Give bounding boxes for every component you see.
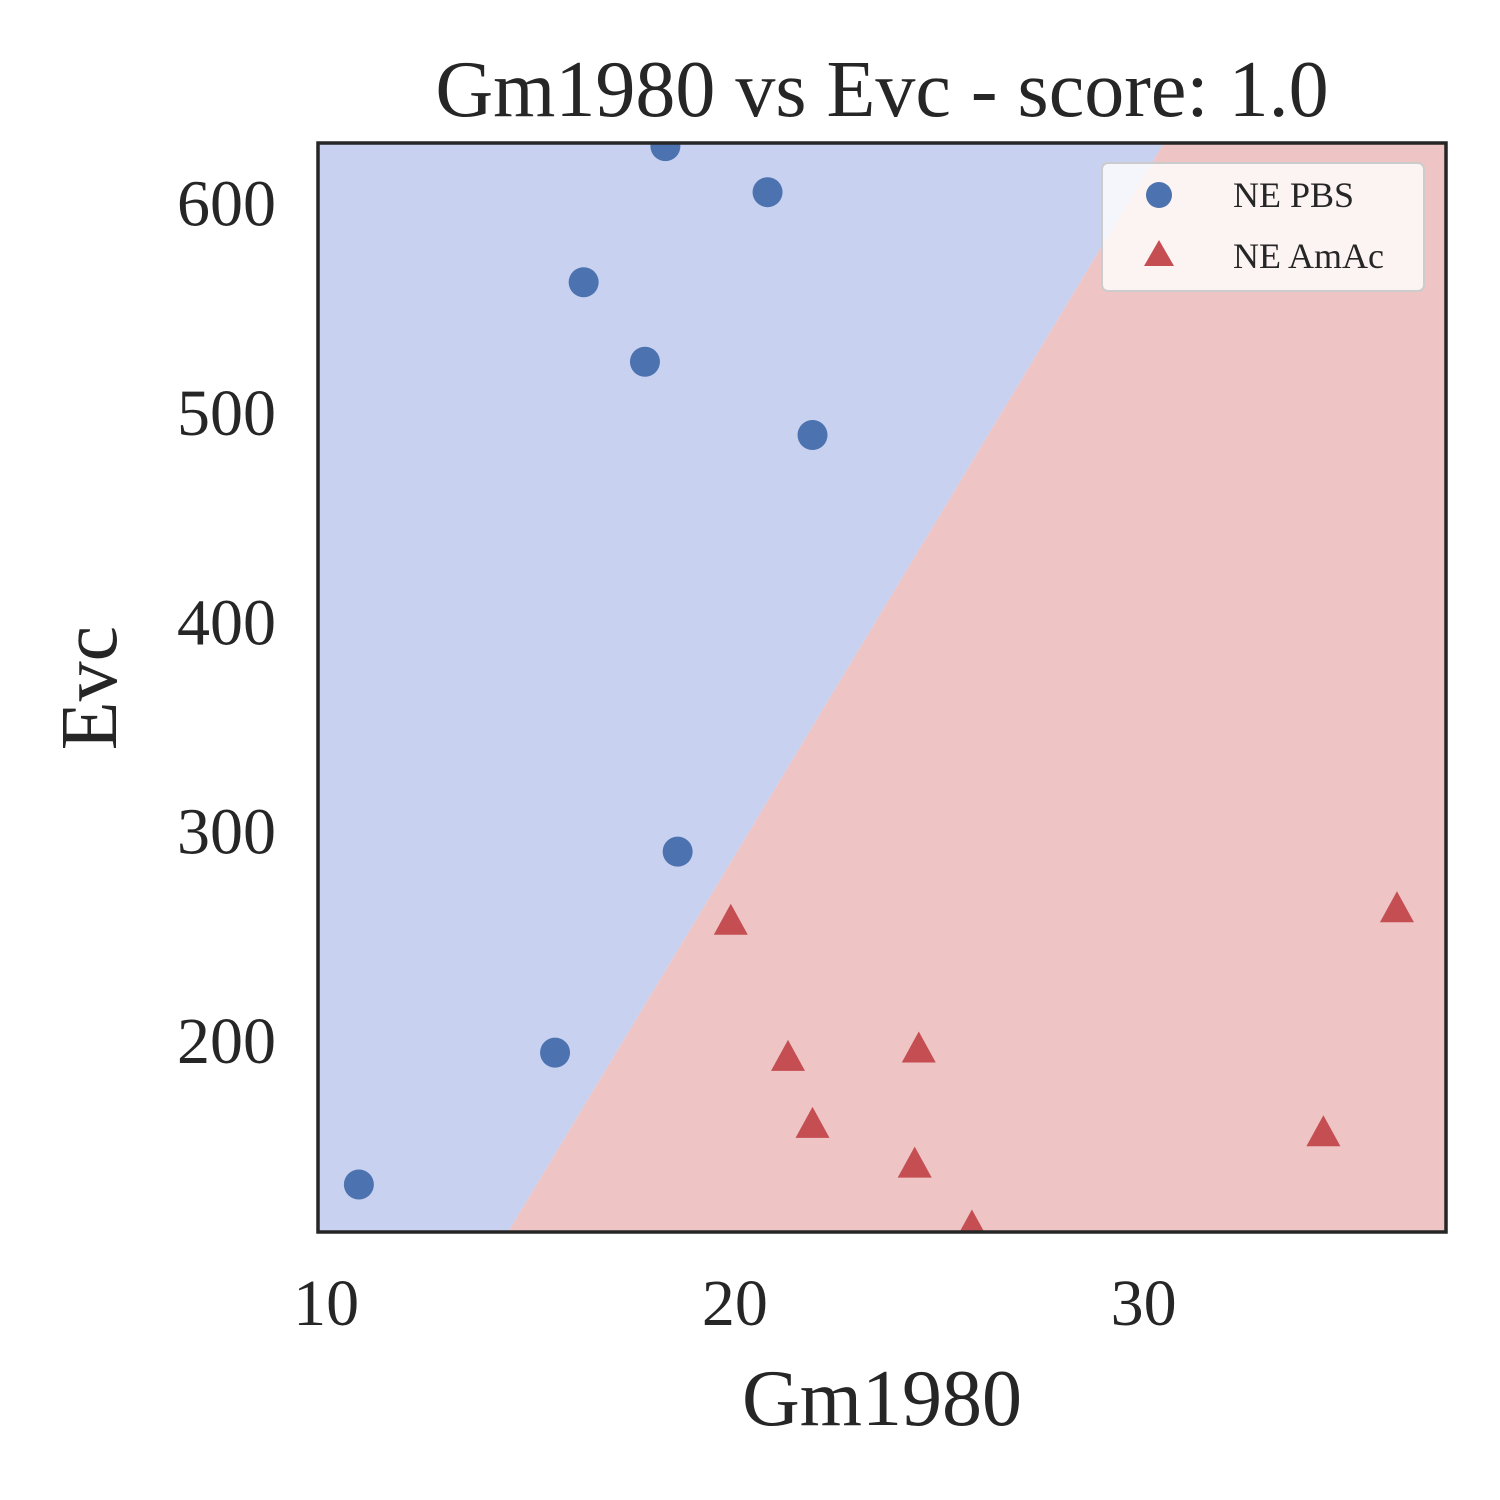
ne-amac-point	[795, 1106, 830, 1138]
chart-title: Gm1980 vs Evc - score: 1.0	[435, 46, 1328, 134]
ne-pbs-point	[662, 836, 693, 867]
legend: NE PBS NE AmAc	[1101, 162, 1425, 292]
ne-amac-point	[901, 1031, 936, 1063]
ne-amac-point	[1379, 891, 1414, 923]
ne-pbs-point	[343, 1169, 374, 1200]
legend-label-ne-pbs: NE PBS	[1233, 175, 1354, 215]
ne-pbs-point	[540, 1037, 571, 1068]
ne-amac-point	[1306, 1115, 1341, 1147]
x-tick-label: 20	[702, 1267, 768, 1340]
legend-box	[1101, 162, 1425, 292]
ne-amac-point	[713, 903, 748, 935]
plot-frame	[316, 141, 1448, 1234]
legend-marker-ne-amac	[1144, 240, 1174, 266]
x-axis-ticks: 10 20 30	[293, 1267, 1176, 1340]
y-tick-label: 400	[177, 586, 276, 659]
y-axis-label: Evc	[46, 626, 134, 750]
ne-amac-point	[771, 1039, 805, 1071]
amac-decision-region	[508, 143, 1446, 1232]
ne-amac-point	[897, 1146, 932, 1178]
ne-pbs-point	[752, 177, 783, 208]
y-tick-label: 500	[177, 377, 276, 450]
ne-pbs-point	[797, 420, 828, 451]
y-tick-label: 600	[177, 168, 276, 241]
pbs-decision-region	[318, 143, 1164, 1232]
x-tick-label: 30	[1111, 1267, 1177, 1340]
ne-pbs-point	[629, 346, 660, 377]
ne-pbs-point	[568, 267, 599, 298]
y-axis-ticks: 200 300 400 500 600	[177, 168, 276, 1078]
x-axis-label: Gm1980	[742, 1355, 1022, 1443]
ne-pbs-point	[650, 143, 681, 162]
legend-marker-ne-pbs	[1146, 182, 1172, 208]
x-tick-label: 10	[293, 1267, 359, 1340]
data-points	[343, 143, 1414, 1232]
decision-regions	[318, 143, 1446, 1232]
y-tick-label: 200	[177, 1005, 276, 1078]
legend-label-ne-amac: NE AmAc	[1233, 236, 1384, 276]
ne-amac-point	[959, 1209, 985, 1232]
y-tick-label: 300	[177, 796, 276, 869]
